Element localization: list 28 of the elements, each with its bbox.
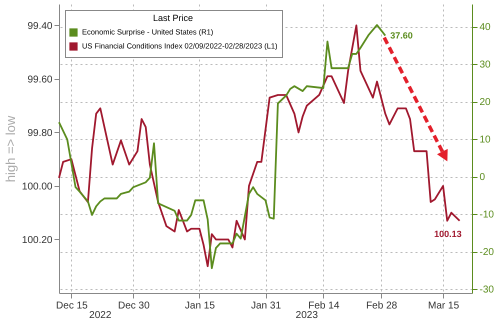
y-tick-label: 100.00 bbox=[22, 181, 53, 192]
x-tick-label: Feb 28 bbox=[366, 300, 398, 312]
y2-tick-label: 10 bbox=[480, 134, 492, 146]
y2-tick-label: 40 bbox=[480, 22, 492, 34]
line-series bbox=[58, 24, 461, 268]
y2-tick-label: 20 bbox=[480, 97, 492, 108]
line-series bbox=[58, 24, 386, 270]
x-tick-label: Mar 15 bbox=[428, 300, 460, 312]
x-tick-label: Dec 15 bbox=[56, 300, 88, 312]
y2-tick-label: -10 bbox=[480, 210, 494, 221]
y-axis-title: high => low bbox=[2, 115, 18, 182]
y2-tick-label: 0 bbox=[480, 172, 486, 184]
y2-tick-label: 30 bbox=[480, 60, 492, 71]
y-tick-label: 99.60 bbox=[27, 74, 53, 86]
data-label: 37.60 bbox=[390, 30, 413, 41]
y-tick-label: 100.20 bbox=[22, 234, 53, 246]
text: 2023 bbox=[296, 310, 318, 321]
x-tick-label: Dec 30 bbox=[118, 300, 150, 312]
x-tick-label: Jan 31 bbox=[250, 300, 282, 312]
x-tick-label: Feb 14 bbox=[308, 300, 340, 312]
y2-tick-label: -30 bbox=[480, 284, 494, 296]
x-tick-label: Jan 15 bbox=[184, 300, 216, 312]
text: 2022 bbox=[89, 310, 112, 321]
legend-title: Last Price bbox=[152, 13, 194, 23]
y-tick-label: 99.40 bbox=[27, 20, 53, 32]
y2-tick-label: -20 bbox=[480, 247, 494, 258]
y-tick-label: 99.80 bbox=[27, 128, 53, 139]
data-label: 100.13 bbox=[434, 228, 462, 239]
